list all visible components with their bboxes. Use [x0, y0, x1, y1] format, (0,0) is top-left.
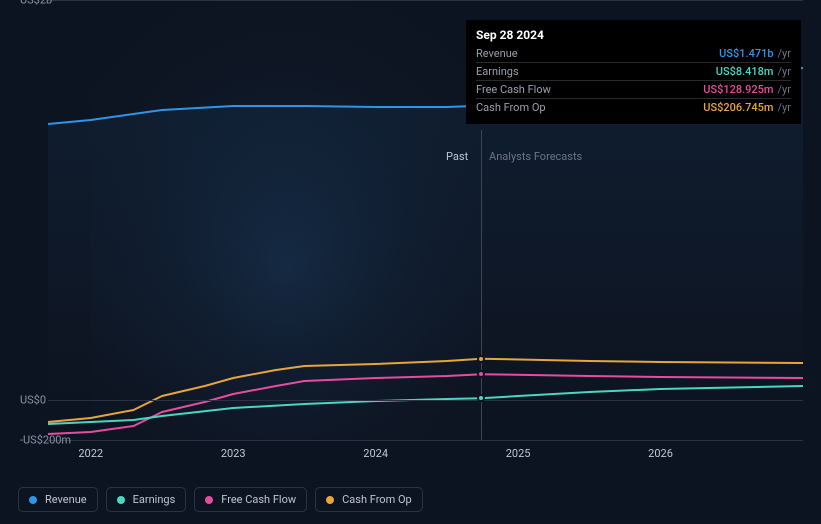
- tooltip-row: Cash From Op US$206.745m/yr: [476, 98, 791, 116]
- tooltip-date: Sep 28 2024: [476, 28, 791, 42]
- legend-item-cash_from_op[interactable]: Cash From Op: [315, 487, 423, 512]
- legend-item-revenue[interactable]: Revenue: [18, 487, 98, 512]
- tooltip-row: Earnings US$8.418m/yr: [476, 62, 791, 80]
- tooltip-row: Revenue US$1.471b/yr: [476, 45, 791, 62]
- tooltip-row-label: Cash From Op: [476, 101, 546, 114]
- tooltip-row: Free Cash Flow US$128.925m/yr: [476, 80, 791, 98]
- tooltip-row-value: US$128.925m: [703, 83, 773, 96]
- marker-cash_from_op: [477, 355, 485, 363]
- forecast-label: Analysts Forecasts: [489, 150, 582, 163]
- past-label: Past: [446, 150, 468, 163]
- tooltip-rows: RevenueUS$1.471b/yrEarningsUS$8.418m/yrF…: [476, 45, 791, 116]
- x-axis-label: 2022: [78, 447, 103, 460]
- gridline: [48, 400, 803, 401]
- gridline: [48, 440, 803, 441]
- tooltip-row-value: US$1.471b: [719, 47, 773, 60]
- legend-swatch-icon: [117, 496, 125, 504]
- marker-free_cash_flow: [477, 370, 485, 378]
- gridline: [48, 0, 803, 1]
- tooltip-row-value: US$206.745m: [703, 101, 773, 114]
- legend-label: Earnings: [133, 493, 176, 506]
- tooltip-row-suffix: /yr: [778, 101, 791, 114]
- x-axis-label: 2025: [506, 447, 531, 460]
- legend-label: Revenue: [45, 493, 87, 506]
- y-axis-label: US$2b: [20, 0, 52, 7]
- legend-label: Cash From Op: [342, 493, 412, 506]
- y-axis-label: US$0: [20, 394, 46, 407]
- chart-legend: Revenue Earnings Free Cash Flow Cash From O…: [18, 487, 423, 512]
- tooltip-row-suffix: /yr: [778, 83, 791, 96]
- legend-swatch-icon: [205, 496, 213, 504]
- tooltip-row-suffix: /yr: [778, 47, 791, 60]
- tooltip-row-label: Earnings: [476, 65, 519, 78]
- legend-item-earnings[interactable]: Earnings: [106, 487, 187, 512]
- legend-item-free_cash_flow[interactable]: Free Cash Flow: [194, 487, 307, 512]
- tooltip-row-suffix: /yr: [778, 65, 791, 78]
- legend-swatch-icon: [326, 496, 334, 504]
- legend-label: Free Cash Flow: [221, 493, 296, 506]
- marker-earnings: [477, 394, 485, 402]
- x-axis-label: 2023: [221, 447, 246, 460]
- chart-tooltip: Sep 28 2024 Revenue US$1.471b/yr Earnings U…: [466, 20, 801, 124]
- tooltip-row-label: Free Cash Flow: [476, 83, 551, 96]
- y-axis-label: -US$200m: [20, 434, 71, 447]
- tooltip-row-label: Revenue: [476, 47, 518, 60]
- x-axis-label: 2024: [363, 447, 388, 460]
- x-axis-label: 2026: [648, 447, 673, 460]
- tooltip-row-value: US$8.418m: [716, 65, 774, 78]
- legend-swatch-icon: [29, 496, 37, 504]
